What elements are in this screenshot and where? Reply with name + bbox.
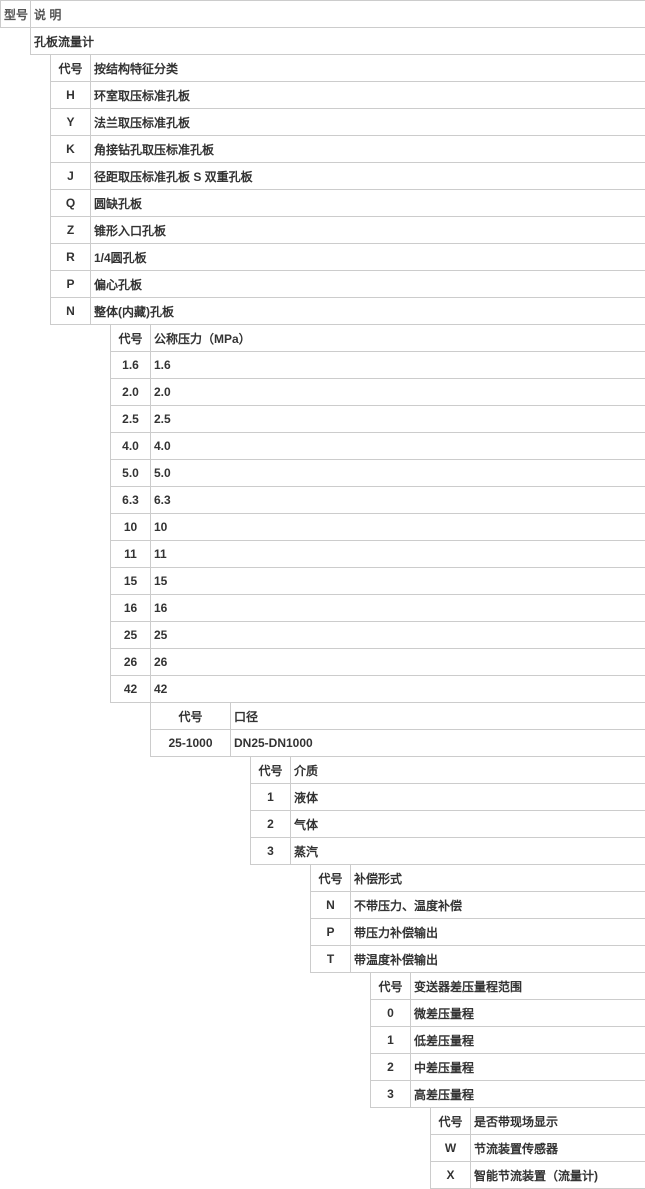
sec1-code-7: P <box>51 271 91 298</box>
sec3-code-0: 25-1000 <box>151 730 231 757</box>
sec4-code-2: 3 <box>251 838 291 865</box>
sec2-desc-7: 11 <box>151 541 645 568</box>
sec1-code-hdr: 代号 <box>51 55 91 82</box>
sec1-desc-8: 整体(内藏)孔板 <box>91 298 645 325</box>
sec2-desc-0: 1.6 <box>151 352 645 379</box>
sec4-desc-1: 气体 <box>291 811 645 838</box>
sec7-desc-hdr: 是否带现场显示 <box>471 1108 645 1135</box>
sec1-desc-hdr: 按结构特征分类 <box>91 55 645 82</box>
sec6-code-3: 3 <box>371 1081 411 1108</box>
sec2-code-1: 2.0 <box>111 379 151 406</box>
sec6-desc-0: 微差压量程 <box>411 1000 645 1027</box>
sec1-desc-7: 偏心孔板 <box>91 271 645 298</box>
sec2-code-2: 2.5 <box>111 406 151 433</box>
sec7-desc-1: 智能节流装置（流量计) <box>471 1162 645 1189</box>
sec1-desc-0: 环室取压标准孔板 <box>91 82 645 109</box>
sec2-code-11: 26 <box>111 649 151 676</box>
sec2-code-9: 16 <box>111 595 151 622</box>
sec5-code-0: N <box>311 892 351 919</box>
sec6-desc-2: 中差压量程 <box>411 1054 645 1081</box>
sec4-desc-2: 蒸汽 <box>291 838 645 865</box>
sec5-desc-0: 不带压力、温度补偿 <box>351 892 645 919</box>
sec1-desc-6: 1/4圆孔板 <box>91 244 645 271</box>
sec5-code-1: P <box>311 919 351 946</box>
sec3-desc-0: DN25-DN1000 <box>231 730 645 757</box>
sec1-code-2: K <box>51 136 91 163</box>
sec6-code-0: 0 <box>371 1000 411 1027</box>
sec2-desc-hdr: 公称压力（MPa） <box>151 325 645 352</box>
sec7-code-hdr: 代号 <box>431 1108 471 1135</box>
sec1-code-0: H <box>51 82 91 109</box>
sec5-desc-hdr: 补偿形式 <box>351 865 645 892</box>
sec2-desc-9: 16 <box>151 595 645 622</box>
sec2-code-4: 5.0 <box>111 460 151 487</box>
sec7-desc-0: 节流装置传感器 <box>471 1135 645 1162</box>
sec2-code-3: 4.0 <box>111 433 151 460</box>
sec2-code-10: 25 <box>111 622 151 649</box>
sec3-code-hdr: 代号 <box>151 703 231 730</box>
sec5-code-hdr: 代号 <box>311 865 351 892</box>
sec1-desc-3: 径距取压标准孔板 S 双重孔板 <box>91 163 645 190</box>
sec1-desc-1: 法兰取压标准孔板 <box>91 109 645 136</box>
sec2-desc-5: 6.3 <box>151 487 645 514</box>
sec4-code-hdr: 代号 <box>251 757 291 784</box>
sec5-code-2: T <box>311 946 351 973</box>
sec4-desc-hdr: 介质 <box>291 757 645 784</box>
sec1-desc-5: 锥形入口孔板 <box>91 217 645 244</box>
sec2-desc-3: 4.0 <box>151 433 645 460</box>
sec4-desc-0: 液体 <box>291 784 645 811</box>
sec7-code-1: X <box>431 1162 471 1189</box>
sec1-desc-4: 圆缺孔板 <box>91 190 645 217</box>
sec2-code-12: 42 <box>111 676 151 703</box>
sec4-code-1: 2 <box>251 811 291 838</box>
sec2-desc-6: 10 <box>151 514 645 541</box>
sec6-desc-3: 高差压量程 <box>411 1081 645 1108</box>
header-desc: 说 明 <box>31 1 645 28</box>
spec-table: 型号说 明孔板流量计代号按结构特征分类H环室取压标准孔板Y法兰取压标准孔板K角接… <box>0 0 645 1189</box>
sec2-code-hdr: 代号 <box>111 325 151 352</box>
header-model: 型号 <box>1 1 31 28</box>
sec2-desc-11: 26 <box>151 649 645 676</box>
sec2-code-5: 6.3 <box>111 487 151 514</box>
sec1-code-3: J <box>51 163 91 190</box>
sec2-desc-12: 42 <box>151 676 645 703</box>
sec2-code-8: 15 <box>111 568 151 595</box>
sec2-desc-8: 15 <box>151 568 645 595</box>
sec6-desc-1: 低差压量程 <box>411 1027 645 1054</box>
sec4-code-0: 1 <box>251 784 291 811</box>
sec5-desc-1: 带压力补偿输出 <box>351 919 645 946</box>
sec7-code-0: W <box>431 1135 471 1162</box>
sec6-desc-hdr: 变送器差压量程范围 <box>411 973 645 1000</box>
sec2-desc-10: 25 <box>151 622 645 649</box>
sec2-desc-2: 2.5 <box>151 406 645 433</box>
sec6-code-1: 1 <box>371 1027 411 1054</box>
sec1-code-6: R <box>51 244 91 271</box>
sec2-desc-1: 2.0 <box>151 379 645 406</box>
sec1-code-4: Q <box>51 190 91 217</box>
sec1-code-1: Y <box>51 109 91 136</box>
sec1-code-5: Z <box>51 217 91 244</box>
product-title: 孔板流量计 <box>31 28 645 55</box>
sec2-desc-4: 5.0 <box>151 460 645 487</box>
sec6-code-hdr: 代号 <box>371 973 411 1000</box>
sec6-code-2: 2 <box>371 1054 411 1081</box>
sec2-code-0: 1.6 <box>111 352 151 379</box>
sec1-desc-2: 角接钻孔取压标准孔板 <box>91 136 645 163</box>
sec2-code-6: 10 <box>111 514 151 541</box>
sec2-code-7: 11 <box>111 541 151 568</box>
sec3-desc-hdr: 口径 <box>231 703 645 730</box>
sec1-code-8: N <box>51 298 91 325</box>
sec5-desc-2: 带温度补偿输出 <box>351 946 645 973</box>
